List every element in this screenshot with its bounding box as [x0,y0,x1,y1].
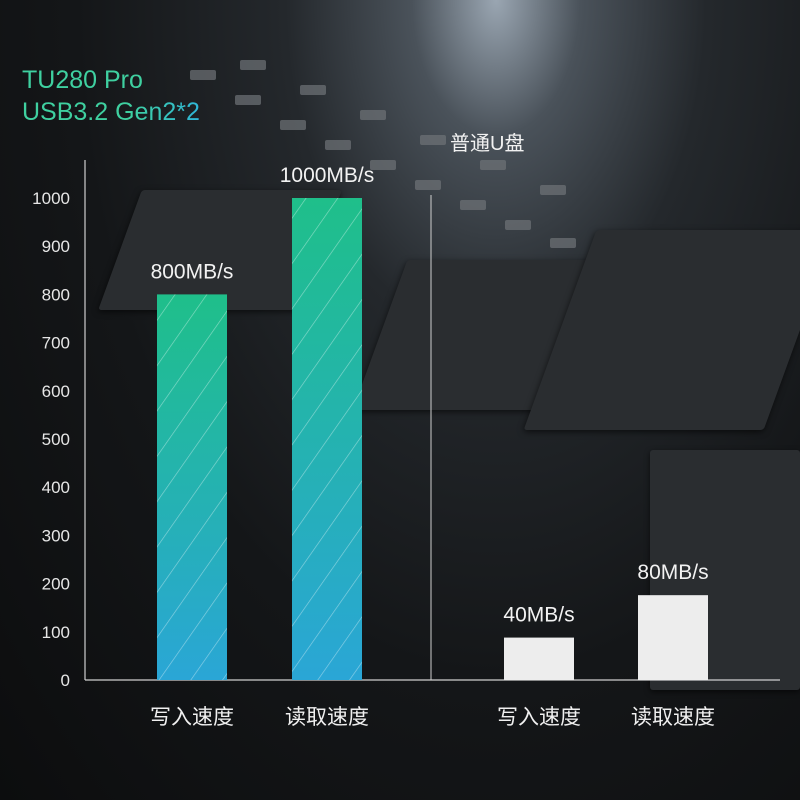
bar-value-label: 800MB/s [151,260,234,283]
bar-hatch [157,294,227,680]
category-label: 写入速度 [497,706,581,729]
y-tick-label: 800 [42,285,70,304]
y-tick-label: 200 [42,575,70,594]
bar-hatch [292,198,362,680]
category-label: 读取速度 [631,706,715,729]
y-tick-label: 300 [42,526,70,545]
y-tick-label: 700 [42,334,70,353]
y-tick-label: 100 [42,623,70,642]
y-tick-label: 1000 [32,189,70,208]
y-tick-label: 0 [61,671,70,690]
bar-value-label: 40MB/s [503,604,574,627]
y-tick-label: 400 [42,478,70,497]
bar-value-label: 80MB/s [637,561,708,584]
product-subtitle: USB3.2 Gen2*2 [22,98,200,126]
bar-value-label: 1000MB/s [280,164,375,187]
category-label: 读取速度 [285,706,369,729]
product-title: TU280 Pro [22,66,143,94]
y-tick-label: 500 [42,430,70,449]
category-label: 写入速度 [150,706,234,729]
y-tick-label: 600 [42,382,70,401]
y-tick-label: 900 [42,237,70,256]
bar [504,637,574,680]
bar [638,595,708,680]
comparison-group-label: 普通U盘 [450,132,524,155]
